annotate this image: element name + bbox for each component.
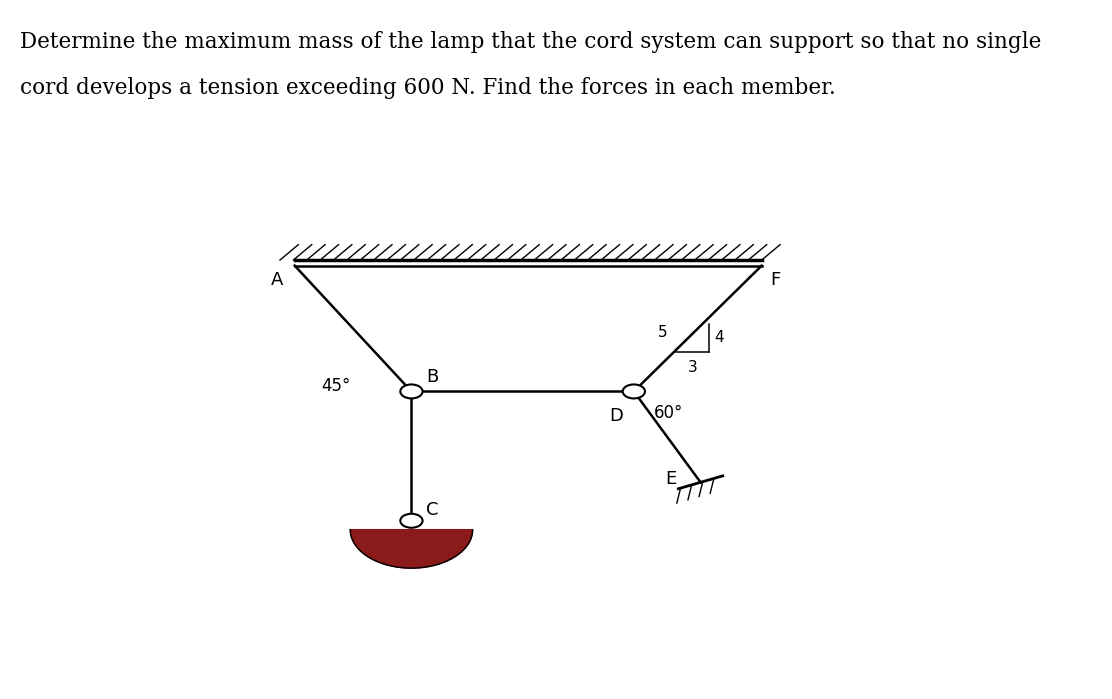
Circle shape	[623, 384, 645, 398]
Circle shape	[400, 384, 423, 398]
Text: 3: 3	[688, 360, 697, 375]
Polygon shape	[350, 530, 473, 568]
Text: 4: 4	[714, 330, 724, 345]
Text: Determine the maximum mass of the lamp that the cord system can support so that : Determine the maximum mass of the lamp t…	[20, 31, 1042, 53]
Text: F: F	[771, 271, 781, 289]
Text: A: A	[271, 271, 284, 289]
Text: 60°: 60°	[654, 404, 683, 422]
Text: D: D	[609, 407, 623, 425]
Text: C: C	[426, 500, 438, 519]
Text: B: B	[426, 368, 438, 386]
Text: cord develops a tension exceeding 600 N. Find the forces in each member.: cord develops a tension exceeding 600 N.…	[20, 77, 836, 99]
Text: 45°: 45°	[321, 377, 350, 395]
Text: 5: 5	[657, 324, 667, 340]
Circle shape	[400, 514, 423, 528]
Text: E: E	[665, 470, 676, 488]
